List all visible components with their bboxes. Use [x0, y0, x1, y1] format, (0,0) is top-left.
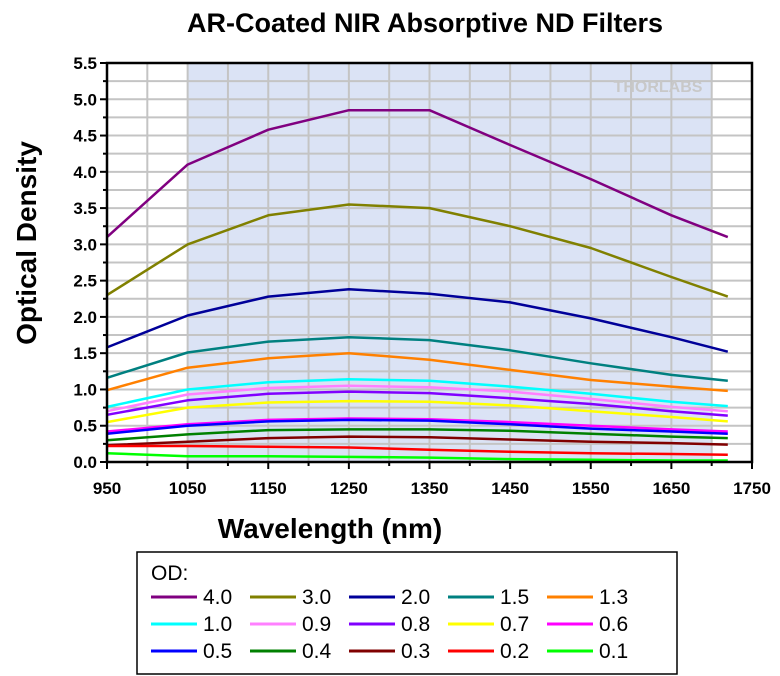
series-line-od-2.0: [106, 288, 729, 353]
chart-title: AR-Coated NIR Absorptive ND Filters: [187, 8, 663, 38]
x-tick-label: 1650: [652, 479, 690, 498]
y-tick-label: 3.0: [73, 235, 97, 254]
x-tick-label: 1150: [250, 479, 287, 498]
legend-label-od-0.2: 0.2: [500, 640, 529, 663]
series-line-od-0.3: [106, 435, 728, 447]
legend-label-od-1.0: 1.0: [203, 613, 232, 636]
legend-title: OD:: [151, 562, 188, 585]
legend-label-od-0.7: 0.7: [500, 613, 529, 636]
legend-label-od-0.6: 0.6: [599, 613, 628, 636]
legend-label-od-0.9: 0.9: [302, 613, 331, 636]
series-line-od-1.0: [106, 378, 728, 409]
y-tick-label: 3.5: [73, 199, 97, 218]
series-line-od-0.1: [106, 452, 728, 462]
x-tick-label: 1450: [491, 479, 529, 498]
series-line-od-0.9: [106, 384, 728, 413]
legend-label-od-0.5: 0.5: [203, 640, 232, 663]
series-line-od-0.6: [106, 417, 728, 433]
legend: OD: 4.0 3.0 2.0 1.5 1.3 1.0 0.9 0.8 0.7 0.6 0.5 0.4…: [136, 551, 678, 675]
legend-label-od-1.3: 1.3: [599, 586, 628, 609]
y-tick-label: 2.0: [73, 308, 97, 327]
y-tick-label: 1.0: [73, 380, 97, 399]
series-line-od-0.2: [107, 444, 728, 456]
x-tick-label: 1250: [330, 479, 368, 498]
series-line-od-0.7: [106, 399, 728, 424]
thorlabs-watermark: THORLABS: [614, 79, 703, 96]
series-line-od-1.3: [106, 351, 728, 393]
legend-label-od-0.3: 0.3: [401, 640, 430, 663]
y-tick-label: 0.5: [73, 417, 97, 436]
y-tick-label: 5.5: [73, 54, 97, 73]
y-axis-label: Optical Density: [11, 141, 42, 345]
y-tick-label: 0.0: [73, 453, 97, 472]
legend-label-od-2.0: 2.0: [401, 586, 430, 609]
y-tick-label: 5.0: [73, 90, 97, 109]
y-tick-label: 1.5: [73, 344, 97, 363]
series-line-od-0.4: [106, 428, 728, 442]
x-tick-label: 1050: [169, 479, 207, 498]
legend-label-od-4.0: 4.0: [203, 586, 232, 609]
series-line-od-4.0: [106, 108, 729, 239]
x-tick-label: 1350: [411, 479, 449, 498]
y-tick-label: 4.5: [73, 127, 97, 146]
legend-label-od-0.1: 0.1: [599, 640, 628, 663]
legend-label-od-0.8: 0.8: [401, 613, 430, 636]
y-tick-label: 4.0: [73, 163, 97, 182]
series-line-od-0.8: [106, 390, 728, 417]
x-tick-label: 1750: [733, 479, 771, 498]
x-axis-label: Wavelength (nm): [218, 513, 443, 544]
legend-label-od-3.0: 3.0: [302, 586, 331, 609]
x-tick-label: 950: [93, 479, 121, 498]
legend-label-od-0.4: 0.4: [302, 640, 332, 663]
y-tick-label: 2.5: [73, 272, 97, 291]
series-line-od-0.5: [106, 418, 728, 435]
series-line-od-3.0: [106, 203, 729, 298]
series-line-od-1.5: [106, 335, 728, 382]
legend-label-od-1.5: 1.5: [500, 586, 529, 609]
x-tick-label: 1550: [572, 479, 610, 498]
